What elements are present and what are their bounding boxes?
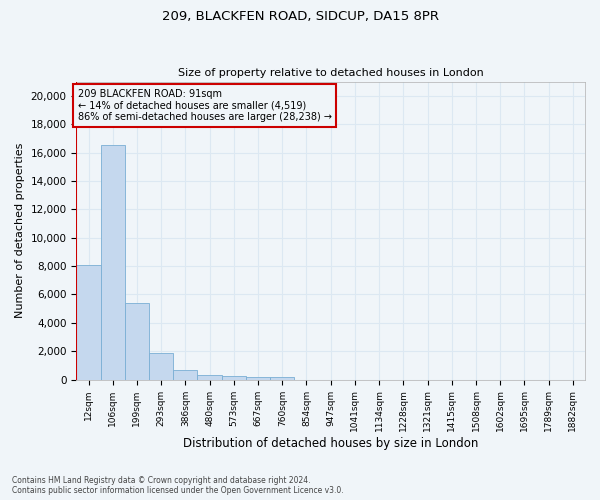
Y-axis label: Number of detached properties: Number of detached properties [15,143,25,318]
Bar [270,378,295,380]
Bar [222,376,246,380]
X-axis label: Distribution of detached houses by size in London: Distribution of detached houses by size … [183,437,478,450]
Bar [101,146,125,380]
Bar [125,303,149,380]
Text: Contains HM Land Registry data © Crown copyright and database right 2024.
Contai: Contains HM Land Registry data © Crown c… [12,476,344,495]
Bar [246,377,270,380]
Text: 209 BLACKFEN ROAD: 91sqm
← 14% of detached houses are smaller (4,519)
86% of sem: 209 BLACKFEN ROAD: 91sqm ← 14% of detach… [77,88,332,122]
Bar [149,354,173,380]
Bar [76,266,101,380]
Bar [197,375,222,380]
Bar [173,370,197,380]
Text: 209, BLACKFEN ROAD, SIDCUP, DA15 8PR: 209, BLACKFEN ROAD, SIDCUP, DA15 8PR [161,10,439,23]
Title: Size of property relative to detached houses in London: Size of property relative to detached ho… [178,68,484,78]
